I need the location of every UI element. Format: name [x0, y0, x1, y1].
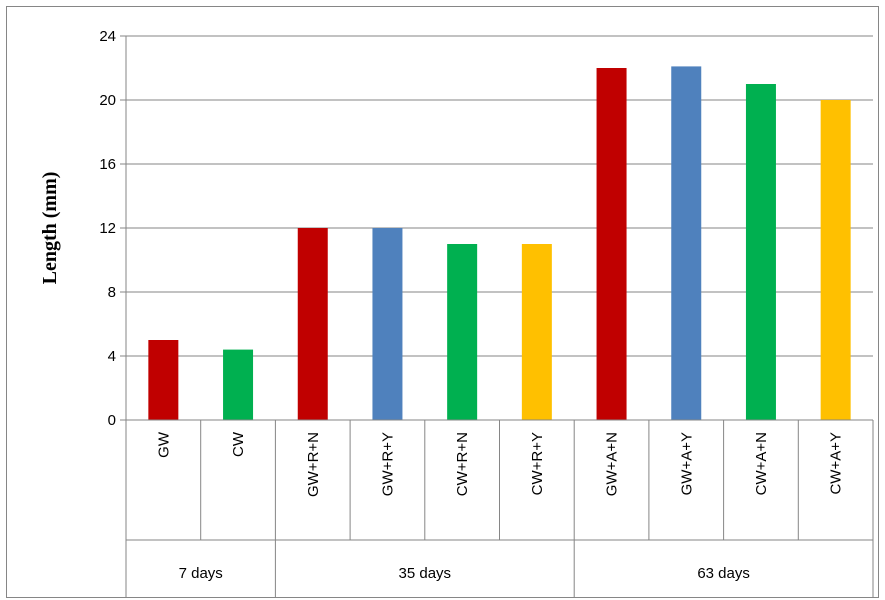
category-label: GW+A+Y	[678, 432, 695, 495]
bar	[521, 244, 552, 420]
bar	[223, 349, 254, 420]
category-label: GW	[155, 431, 172, 458]
y-tick-label: 8	[108, 284, 116, 301]
bars	[148, 66, 851, 421]
bar	[148, 340, 179, 420]
bar	[596, 68, 627, 420]
bar	[671, 66, 702, 421]
bar	[820, 100, 851, 420]
category-labels: GW CW GW+R+N GW+R+Y CW+R+N CW+R+Y GW+A+N GW+A+Y…	[155, 431, 844, 497]
bar	[447, 244, 478, 420]
axes	[120, 35, 874, 597]
category-label: CW+R+N	[454, 432, 471, 496]
chart-frame	[6, 6, 879, 598]
category-label: CW+A+N	[753, 432, 770, 495]
y-tick-label: 20	[99, 92, 116, 109]
y-tick-label: 12	[99, 220, 116, 237]
y-tick-labels: 0 4 8 12 16 20 24	[99, 28, 116, 429]
group-label: 7 days	[179, 565, 223, 582]
group-labels: 7 days 35 days 63 days	[179, 565, 750, 582]
category-label: CW+A+Y	[828, 432, 845, 495]
category-label: CW+R+Y	[529, 432, 546, 495]
category-label: CW	[230, 431, 247, 457]
bar	[372, 228, 403, 420]
bar	[297, 228, 328, 420]
y-tick-label: 0	[108, 412, 116, 429]
group-label: 63 days	[697, 565, 750, 582]
y-tick-label: 24	[99, 28, 116, 45]
bar	[745, 84, 776, 420]
y-axis-label: Length (mm)	[39, 172, 61, 285]
group-label: 35 days	[399, 565, 452, 582]
category-label: GW+A+N	[604, 432, 621, 496]
category-label: GW+R+N	[305, 432, 322, 497]
category-label: GW+R+Y	[379, 432, 396, 496]
y-tick-label: 16	[99, 156, 116, 173]
y-tick-label: 4	[108, 348, 116, 365]
